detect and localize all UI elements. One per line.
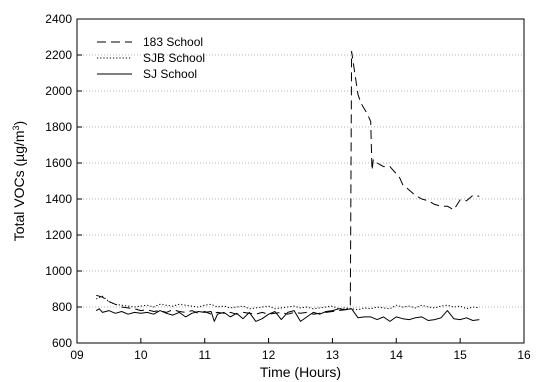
y-tick-label: 1800	[45, 120, 72, 134]
axis-ticks: 600 800 1000 1200 1400 1600 1800 2000 2200 2400 09…	[45, 12, 531, 362]
y-tick-label: 800	[52, 300, 72, 314]
x-tick-label: 12	[262, 348, 276, 362]
x-tick-label: 09	[70, 348, 84, 362]
x-tick-label: 15	[453, 348, 467, 362]
legend-label: SJ School	[143, 67, 197, 81]
y-tick-label: 1200	[45, 228, 72, 242]
y-tick-label: 1000	[45, 264, 72, 278]
y-axis-title-superscript: 3	[11, 125, 21, 130]
series-line-sjb-school	[96, 295, 480, 311]
y-tick-label: 600	[52, 336, 72, 350]
plot-frame	[76, 18, 525, 344]
y-tick-label: 2400	[45, 12, 72, 26]
legend-label: 183 School	[143, 35, 203, 49]
x-tick-label: 10	[134, 348, 148, 362]
y-axis-title: Total VOCs (µg/m3)	[11, 121, 27, 241]
y-tick-label: 1600	[45, 156, 72, 170]
series-line-sj-school	[95, 308, 480, 322]
x-tick-label: 14	[390, 348, 404, 362]
x-tick-label: 11	[198, 348, 211, 362]
legend: 183 School SJB School SJ School	[97, 35, 205, 81]
y-axis-title-close: )	[11, 121, 27, 126]
y-axis-title-main: Total VOCs (µg/m	[11, 130, 27, 241]
x-tick-label: 16	[517, 348, 531, 362]
series-layer	[95, 50, 480, 322]
gridlines	[77, 54, 524, 308]
y-tick-label: 2000	[45, 84, 72, 98]
y-tick-label: 1400	[45, 192, 72, 206]
x-axis-title: Time (Hours)	[260, 364, 341, 380]
legend-label: SJB School	[143, 51, 205, 65]
x-tick-label: 13	[326, 348, 340, 362]
y-tick-label: 2200	[45, 48, 72, 62]
